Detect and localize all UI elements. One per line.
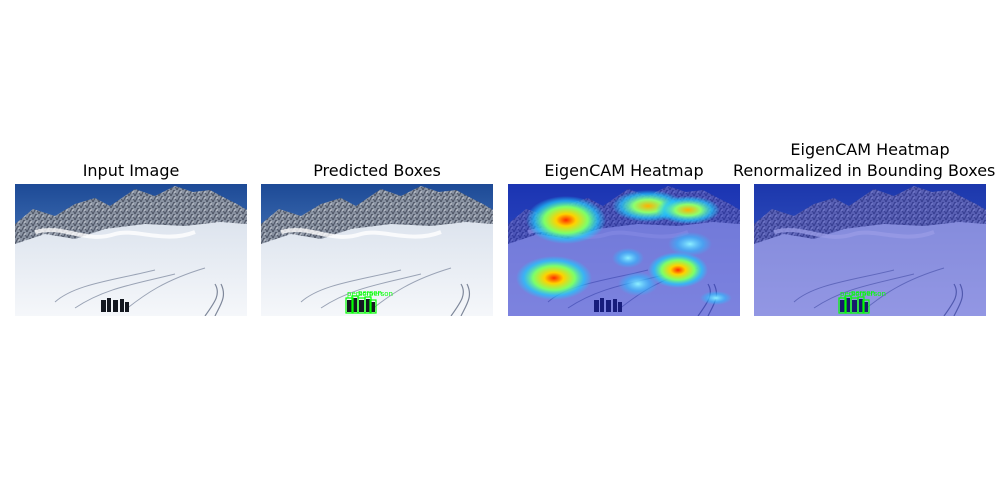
panel-renormalized-heatmap: EigenCAM Heatmap Renormalized in Boundin… — [733, 139, 995, 320]
eigencam-heatmap-image — [508, 184, 740, 316]
input-image — [15, 184, 247, 316]
predicted-boxes-image: person person person — [261, 184, 493, 316]
panel-predicted-boxes: Predicted Boxes person person person — [261, 160, 493, 320]
box-label: person — [369, 290, 393, 298]
panel-title: Predicted Boxes — [313, 161, 441, 180]
box-label: person — [840, 290, 864, 298]
panel-title: Input Image — [82, 161, 180, 180]
box-label: person — [358, 289, 382, 297]
box-label: person — [851, 289, 875, 297]
bounding-boxes — [345, 295, 377, 314]
panel-eigencam-heatmap: EigenCAM Heatmap — [508, 160, 740, 320]
heatmap-blobs — [516, 190, 732, 305]
renormalized-heatmap-image: person person person — [754, 184, 986, 316]
panel-title: EigenCAM Heatmap — [544, 161, 704, 180]
panel-title-line2: Renormalized in Bounding Boxes — [733, 161, 996, 180]
panel-input-image: Input Image — [15, 160, 247, 320]
box-label: person — [347, 290, 371, 298]
panel-title-line1: EigenCAM Heatmap — [790, 140, 950, 159]
box-label: person — [862, 290, 886, 298]
bounding-boxes — [838, 295, 870, 314]
